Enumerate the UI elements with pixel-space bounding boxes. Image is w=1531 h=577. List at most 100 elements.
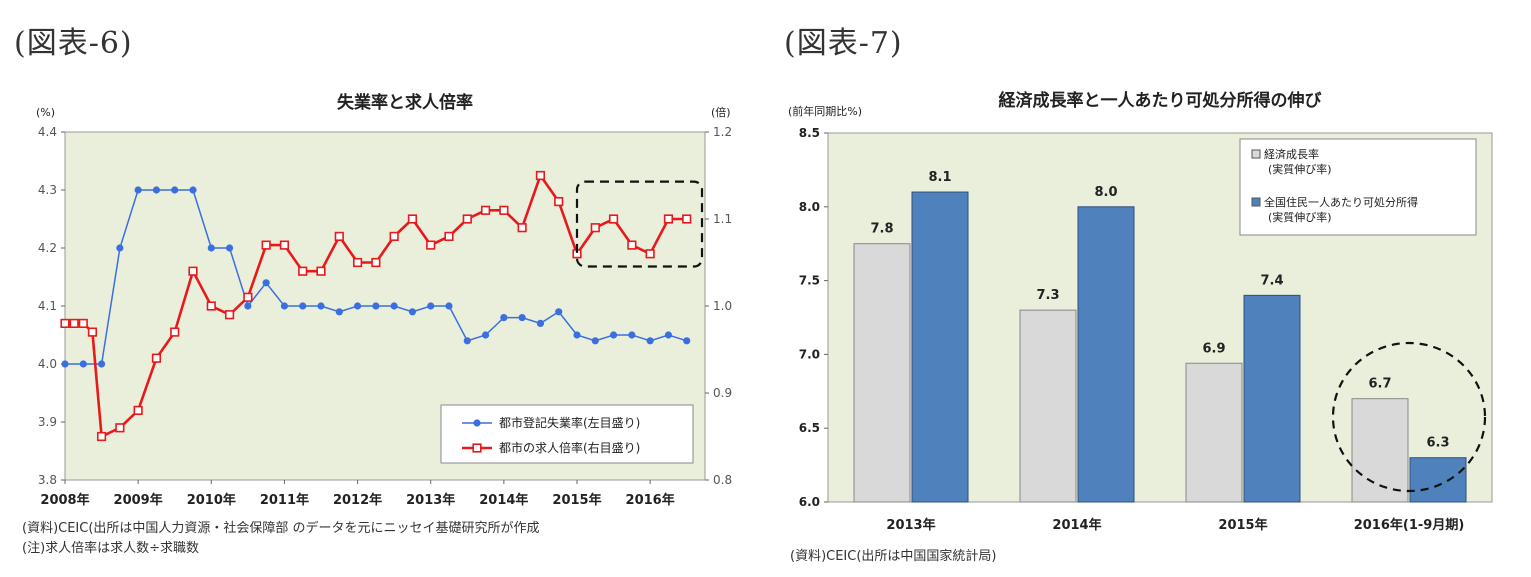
chart1-point <box>352 257 363 268</box>
chart1-point <box>371 257 381 268</box>
chart2-bar-value-label: 6.9 <box>1202 341 1225 356</box>
chart1-point <box>554 197 564 207</box>
chart1-point <box>500 314 508 322</box>
chart1-left-tick-label: 4.3 <box>38 183 57 197</box>
chart2-bar-value-label: 8.1 <box>928 170 951 185</box>
chart1-point <box>389 231 399 242</box>
chart1-legend-label: 都市登記失業率(左目盛り) <box>499 415 640 430</box>
chart2-bar <box>853 243 911 503</box>
chart1-left-unit: (%) <box>36 106 55 119</box>
chart1-point <box>243 292 253 302</box>
chart1-point <box>426 240 436 250</box>
chart2-bar-value-label: 8.0 <box>1094 185 1117 200</box>
chart2-bar <box>1077 206 1135 503</box>
chart2-bar <box>1243 294 1301 503</box>
chart1-point <box>151 353 162 363</box>
chart2-bar-value-label: 7.4 <box>1260 273 1283 288</box>
chart1-left-tick-label: 4.2 <box>38 241 57 255</box>
chart1-point <box>353 302 362 310</box>
chart1-point <box>372 302 380 310</box>
chart2-highlight-circle <box>1331 341 1487 493</box>
chart2-legend-box <box>1239 138 1477 236</box>
chart1-point <box>206 301 216 311</box>
chart1-legend-marker <box>473 419 481 427</box>
chart1-right-tick-label: 1.0 <box>713 299 732 313</box>
chart2-legend-swatch <box>1251 149 1261 159</box>
chart1-point <box>78 318 88 329</box>
chart1-point <box>316 266 326 276</box>
chart1-left-tick-label: 3.9 <box>38 415 57 429</box>
chart1-point <box>445 302 453 310</box>
chart2-y-tick-label: 7.5 <box>799 274 820 288</box>
chart1-point <box>171 186 179 194</box>
chart1-point <box>152 186 161 194</box>
chart1-point <box>134 186 142 194</box>
chart2-y-tick-label: 7.0 <box>799 347 820 361</box>
chart1-x-tick-label: 2010年 <box>187 492 236 508</box>
fig7-source-note: (資料)CEIC(出所は中国国家統計局) <box>790 549 997 564</box>
chart1-point <box>298 266 308 276</box>
chart1-point <box>627 240 637 250</box>
chart1-point <box>683 337 691 345</box>
chart1-point <box>646 337 654 345</box>
chart1-point <box>645 249 655 259</box>
chart1-point <box>682 214 692 224</box>
chart2-y-tick-label: 6.0 <box>799 495 820 509</box>
chart1-point <box>207 244 215 252</box>
chart2-legend-swatch <box>1251 197 1261 207</box>
chart1-left-tick-label: 4.0 <box>38 357 57 371</box>
chart2-y-tick-label: 6.5 <box>799 421 820 435</box>
chart1-point <box>517 223 527 233</box>
chart2-y-tick-label: 8.0 <box>799 200 820 214</box>
chart1-point <box>408 308 417 316</box>
chart1-point <box>536 319 545 327</box>
chart2-bar-value-label: 7.3 <box>1036 288 1059 303</box>
chart2-bar <box>1409 457 1467 503</box>
fig6-source-note: (資料)CEIC(出所は中国人力資源・社会保障部 のデータを元にニッセイ基礎研究… <box>22 521 540 536</box>
chart1-point <box>262 279 270 287</box>
chart1-point <box>555 308 563 316</box>
chart1-point <box>462 214 472 224</box>
chart1-point <box>499 205 509 215</box>
chart1-point <box>590 223 600 233</box>
chart1-point <box>518 314 526 322</box>
chart1-point <box>317 302 325 310</box>
chart1-point <box>97 360 106 368</box>
chart1-point <box>60 318 70 329</box>
chart2-x-tick-label: 2014年 <box>1052 517 1101 533</box>
chart1-legend-label: 都市の求人倍率(右目盛り) <box>499 440 640 455</box>
chart1-point <box>628 331 636 339</box>
chart1-x-tick-label: 2014年 <box>479 492 528 508</box>
chart1-point <box>334 231 344 242</box>
chart1-point <box>335 308 343 316</box>
chart1-point <box>188 266 198 276</box>
chart1-x-tick-label: 2009年 <box>114 492 163 508</box>
chart1-point <box>481 331 490 339</box>
chart1-left-tick-label: 4.4 <box>38 125 57 139</box>
chart1-right-tick-label: 1.1 <box>713 212 732 226</box>
chart1-point <box>133 405 143 416</box>
chart1-point <box>225 244 234 252</box>
chart1-point <box>115 423 125 433</box>
chart1-x-tick-label: 2012年 <box>333 492 382 508</box>
figure-6-label: (図表-6) <box>14 26 133 61</box>
chart1-legend-marker <box>472 443 482 453</box>
chart1-highlight-box <box>575 180 704 268</box>
chart2-unit: (前年同期比%) <box>788 104 862 118</box>
chart2-y-tick-label: 8.5 <box>799 126 820 140</box>
chart1-x-tick-label: 2008年 <box>40 492 89 508</box>
chart1-point <box>608 214 619 224</box>
chart1-left-tick-label: 4.1 <box>38 299 57 313</box>
chart1-point <box>664 331 673 339</box>
chart1-point <box>279 240 290 250</box>
chart1-title: 失業率と求人倍率 <box>337 92 473 113</box>
chart1-point <box>407 214 418 224</box>
chart1-point <box>591 337 599 345</box>
chart2-bar-value-label: 6.3 <box>1426 436 1449 451</box>
chart1-point <box>170 327 180 337</box>
chart1-point <box>96 431 107 442</box>
chart1-legend-box <box>440 404 694 464</box>
chart1-point <box>79 360 87 368</box>
chart2-legend-sublabel: (実質伸び率) <box>1268 210 1332 224</box>
